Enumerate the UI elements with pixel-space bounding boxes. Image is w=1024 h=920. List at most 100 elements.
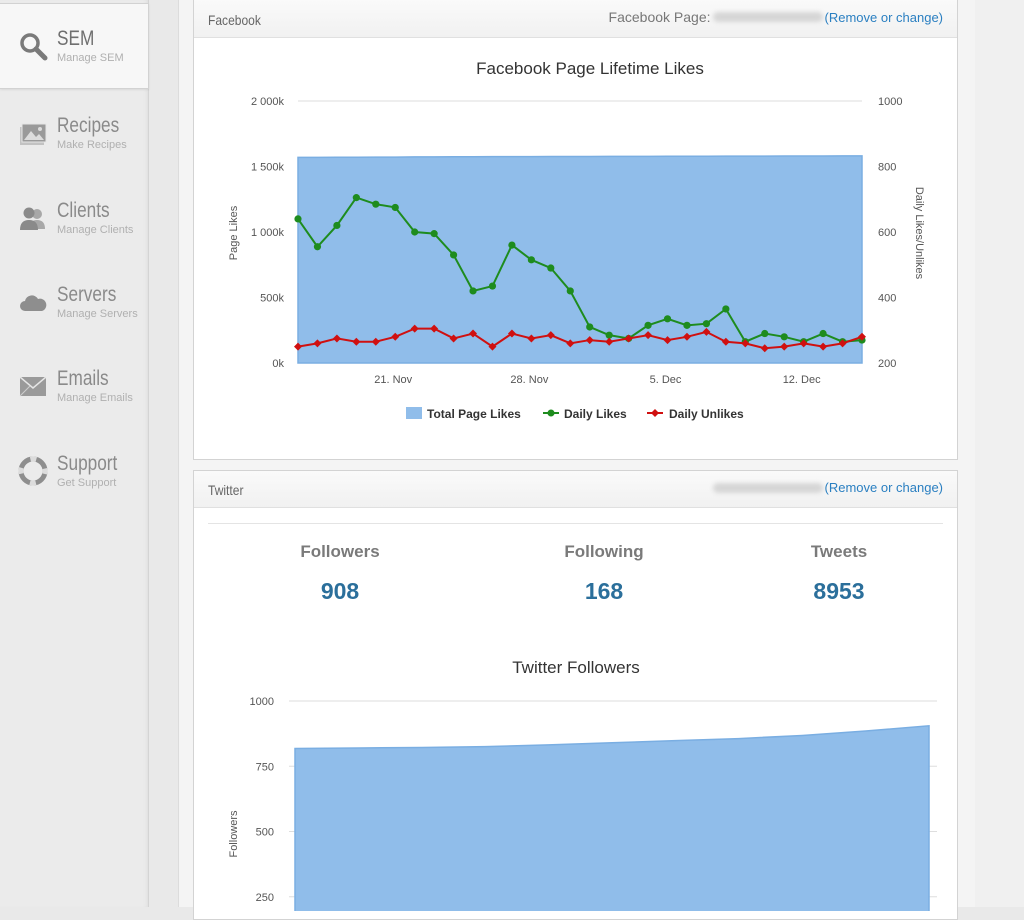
envelope-icon: [19, 376, 47, 397]
data-point: [663, 315, 672, 323]
data-point: [449, 334, 458, 343]
series-total-page-likes-area: [297, 155, 863, 364]
users-icon: [20, 207, 45, 230]
panel-title: Facebook: [208, 12, 261, 28]
legend-swatch: [547, 409, 555, 417]
data-point: [858, 332, 866, 341]
twitter-change-link[interactable]: (Remove or change): [824, 480, 944, 495]
stat-followers: Followers 908: [240, 542, 440, 605]
facebook-change-link[interactable]: (Remove or change): [824, 9, 944, 25]
data-point: [332, 334, 341, 343]
sidebar-item-servers[interactable]: Servers Manage Servers: [0, 259, 148, 345]
data-point: [702, 327, 711, 336]
data-point: [644, 331, 653, 340]
facebook-page-label: Facebook Page:: [608, 9, 711, 25]
data-point: [313, 243, 322, 251]
stat-value: 8953: [813, 578, 865, 604]
sidebar-item-subtitle: Manage Emails: [57, 392, 133, 404]
y2-tick-label: 400: [878, 293, 896, 305]
legend-swatch: [651, 409, 659, 417]
data-point: [566, 287, 574, 295]
data-point: [819, 342, 828, 351]
x-tick-label: 12. Dec: [783, 374, 821, 386]
data-point: [663, 336, 672, 345]
legend-label: Daily Unlikes: [669, 407, 744, 421]
data-point: [449, 251, 458, 259]
stat-following: Following 168: [504, 542, 704, 605]
y-tick-label: 0k: [272, 358, 284, 370]
data-point: [644, 321, 652, 329]
sidebar-item-subtitle: Manage Clients: [57, 224, 134, 236]
y-tick-label: 1 000k: [251, 227, 285, 239]
data-point: [333, 221, 341, 230]
y-tick-label: 1000: [250, 696, 274, 708]
data-point: [702, 320, 711, 328]
right-gutter: [975, 0, 1024, 907]
data-point: [683, 321, 691, 329]
data-point: [294, 342, 302, 351]
sidebar-item-title: Clients: [57, 199, 110, 222]
stat-value: 908: [320, 578, 360, 604]
data-point: [527, 256, 535, 264]
data-point: [605, 331, 613, 339]
data-point: [566, 339, 575, 348]
data-point: [624, 334, 633, 343]
data-point: [488, 282, 497, 290]
data-point: [799, 339, 808, 348]
sidebar-item-emails[interactable]: Emails Manage Emails: [0, 343, 148, 429]
data-point: [372, 200, 380, 208]
panel-title: Twitter: [208, 482, 244, 498]
chart-title: Twitter Followers: [512, 658, 640, 677]
twitter-account-info: (Remove or change): [711, 480, 944, 495]
data-point: [352, 337, 361, 346]
y-tick-label: 2 000k: [251, 96, 285, 108]
y2-tick-label: 600: [878, 227, 896, 239]
stat-label: Tweets: [810, 542, 868, 561]
blurred-page-name: [712, 12, 823, 22]
sidebar: SEM Manage SEM Recipes Make Recipes Clie…: [0, 0, 149, 907]
data-point: [741, 339, 750, 348]
legend-label: Total Page Likes: [427, 407, 521, 421]
data-point: [507, 329, 516, 338]
stat-label: Following: [564, 542, 644, 561]
data-point: [605, 337, 614, 346]
series-followers-area: [294, 724, 930, 911]
search-icon: [20, 33, 48, 61]
image-icon: [20, 123, 47, 145]
data-point: [546, 331, 555, 340]
y-axis-label: Followers: [228, 810, 240, 858]
facebook-likes-chart: Facebook Page Lifetime Likes 0k 500k 1 000k…: [228, 59, 925, 421]
x-tick-label: 21. Nov: [374, 374, 412, 386]
sidebar-item-support[interactable]: Support Get Support: [0, 428, 148, 514]
data-point: [722, 305, 730, 313]
legend-label: Daily Likes: [564, 407, 627, 421]
sidebar-item-subtitle: Get Support: [57, 477, 117, 489]
sidebar-item-sem[interactable]: SEM Manage SEM: [0, 3, 149, 89]
data-point: [780, 333, 788, 341]
data-point: [411, 228, 419, 236]
sidebar-item-subtitle: Make Recipes: [57, 139, 127, 151]
facebook-panel: Facebook Facebook Page: (Remove or chang…: [193, 0, 958, 460]
sidebar-item-clients[interactable]: Clients Manage Clients: [0, 175, 148, 261]
y2-tick-label: 200: [878, 358, 896, 370]
lifebuoy-icon: [18, 456, 48, 486]
sidebar-item-subtitle: Manage Servers: [57, 308, 138, 320]
sidebar-item-title: Emails: [57, 367, 109, 390]
data-point: [391, 332, 400, 341]
stat-tweets: Tweets 8953: [739, 542, 939, 605]
data-point: [410, 324, 419, 333]
sidebar-item-title: Support: [57, 452, 118, 475]
data-point: [391, 203, 399, 212]
data-point: [469, 287, 477, 295]
legend-swatch: [406, 407, 422, 419]
data-point: [371, 337, 380, 346]
sidebar-item-recipes[interactable]: Recipes Make Recipes: [0, 90, 148, 176]
y-tick-label: 250: [256, 892, 274, 904]
data-point: [527, 334, 536, 343]
data-point: [585, 336, 594, 345]
data-point: [294, 215, 302, 223]
twitter-panel-header: Twitter (Remove or change): [194, 471, 957, 508]
y-tick-label: 500: [256, 827, 274, 839]
y2-axis-label: Daily Likes/Unlikes: [913, 187, 925, 280]
y-tick-label: 1 500k: [251, 162, 285, 174]
